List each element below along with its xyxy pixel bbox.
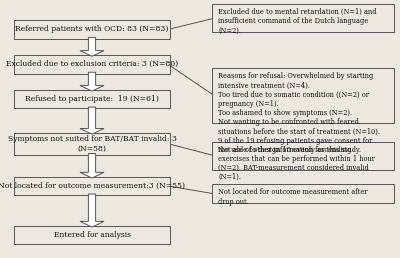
Polygon shape [80, 72, 104, 91]
FancyBboxPatch shape [212, 142, 394, 170]
FancyBboxPatch shape [14, 20, 170, 39]
FancyBboxPatch shape [14, 177, 170, 195]
Text: Not located for outcome measurement:3 (N=55): Not located for outcome measurement:3 (N… [0, 182, 186, 190]
Polygon shape [80, 37, 104, 56]
Text: Excluded due to mental retardation (N=1) and
insufficient command of the Dutch l: Excluded due to mental retardation (N=1)… [218, 8, 376, 35]
Text: Not located for outcome measurement after
drop out.: Not located for outcome measurement afte… [218, 188, 368, 206]
FancyBboxPatch shape [212, 68, 394, 123]
Text: Referred patients with OCD: 83 (N=83): Referred patients with OCD: 83 (N=83) [15, 25, 169, 34]
Text: Entered for analysis: Entered for analysis [54, 231, 130, 239]
FancyBboxPatch shape [14, 55, 170, 74]
FancyBboxPatch shape [212, 4, 394, 32]
FancyBboxPatch shape [212, 184, 394, 203]
Text: Symptoms not suited for BAT/BAT invalid: 3
(N=58): Symptoms not suited for BAT/BAT invalid:… [8, 135, 176, 152]
FancyBboxPatch shape [14, 226, 170, 244]
Text: Excluded due to exclusion criteria: 3 (N=80): Excluded due to exclusion criteria: 3 (N… [6, 60, 178, 68]
Polygon shape [80, 107, 104, 134]
FancyBboxPatch shape [14, 90, 170, 108]
FancyBboxPatch shape [14, 133, 170, 155]
Text: Reasons for refusal: Overwhelmed by starting
intensive treatment (N=4).
Too tire: Reasons for refusal: Overwhelmed by star… [218, 72, 380, 154]
Polygon shape [80, 194, 104, 227]
Text: Refused to participate:  19 (N=61): Refused to participate: 19 (N=61) [25, 95, 159, 103]
Polygon shape [80, 154, 104, 178]
Text: Not able to design 10 evenly ascending
exercises that can be performed within 1 : Not able to design 10 evenly ascending e… [218, 146, 375, 181]
